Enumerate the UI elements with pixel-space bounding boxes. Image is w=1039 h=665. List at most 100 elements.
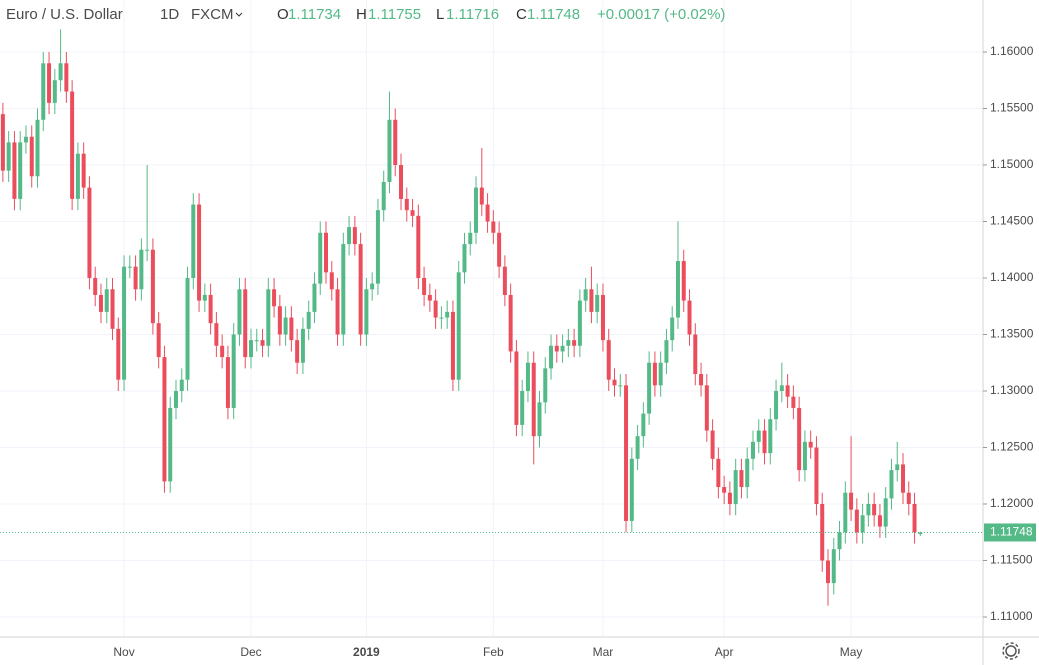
candle-body xyxy=(474,187,479,233)
candle-body xyxy=(277,306,282,335)
candle-body xyxy=(191,204,196,278)
candle-body xyxy=(197,204,202,301)
candle-body xyxy=(901,464,906,493)
candle-body xyxy=(479,187,484,205)
candle-body xyxy=(145,249,150,251)
candle-body xyxy=(393,119,398,165)
candle-body xyxy=(658,362,663,386)
open-label: O xyxy=(277,6,289,23)
candle-body xyxy=(352,227,357,245)
candle-body xyxy=(808,441,813,448)
settings-icon-teeth[interactable] xyxy=(1002,642,1020,660)
candle-body xyxy=(843,492,848,533)
candle-body xyxy=(831,549,836,584)
candle-body xyxy=(185,277,190,380)
candle-body xyxy=(387,119,392,182)
last-price-tag xyxy=(984,523,1036,542)
candle-body xyxy=(266,289,271,346)
candle-body xyxy=(699,374,704,386)
candle-body xyxy=(774,390,779,420)
candle-body xyxy=(404,198,409,211)
candle-body xyxy=(502,266,507,295)
candle-body xyxy=(29,136,34,177)
candle-body xyxy=(260,340,265,346)
candle-body xyxy=(883,498,888,527)
dropdown-icon[interactable] xyxy=(235,12,243,17)
candle-body xyxy=(866,503,871,516)
candle-body xyxy=(358,244,363,335)
y-tick-label: 1.12000 xyxy=(990,496,1034,510)
candle-body xyxy=(681,261,686,301)
candle-body xyxy=(675,261,680,318)
candle-body xyxy=(531,362,536,437)
y-tick-label: 1.15000 xyxy=(990,157,1034,171)
candle-body xyxy=(762,430,767,454)
candle-body xyxy=(300,328,305,363)
y-tick-label: 1.15500 xyxy=(990,101,1034,115)
candle-body xyxy=(583,289,588,301)
candle-body xyxy=(381,181,386,211)
candle-body xyxy=(202,294,207,301)
y-tick-label: 1.16000 xyxy=(990,44,1034,58)
candle-body xyxy=(23,136,28,143)
candle-body xyxy=(237,289,242,335)
candle-body xyxy=(802,441,807,471)
candle-body xyxy=(87,187,92,278)
candle-body xyxy=(47,63,52,103)
candle-body xyxy=(375,210,380,284)
open-value: 1.11734 xyxy=(288,6,341,23)
candle-body xyxy=(231,334,236,408)
candle-body xyxy=(450,311,455,380)
candle-body xyxy=(93,277,98,295)
settings-button[interactable] xyxy=(1002,642,1020,660)
candle-body xyxy=(572,340,577,346)
candle-body xyxy=(289,317,294,341)
candle-body xyxy=(399,164,404,199)
settings-icon[interactable] xyxy=(1005,645,1017,657)
candle-body xyxy=(110,289,115,329)
x-tick-label: Apr xyxy=(715,645,734,659)
candle-body xyxy=(104,289,109,312)
candle-body xyxy=(652,362,657,386)
candle-body xyxy=(370,283,375,290)
low-label: L xyxy=(436,6,444,23)
candle-body xyxy=(497,232,502,267)
candle-body xyxy=(918,532,923,535)
candle-body xyxy=(560,345,565,352)
x-tick-label: Mar xyxy=(593,645,614,659)
candle-body xyxy=(306,311,311,329)
candle-body xyxy=(12,142,17,199)
candle-body xyxy=(254,340,259,342)
x-tick-label: Nov xyxy=(113,645,134,659)
candle-body xyxy=(577,300,582,346)
candle-body xyxy=(825,560,830,584)
close-label: C xyxy=(516,6,527,23)
candle-body xyxy=(272,289,277,307)
candle-body xyxy=(462,244,467,273)
candle-body xyxy=(70,91,75,199)
candle-body xyxy=(433,300,438,318)
candle-body xyxy=(491,221,496,233)
candle-body xyxy=(329,272,334,290)
candle-body xyxy=(768,419,773,454)
x-tick-label: Feb xyxy=(483,645,504,659)
candle-body xyxy=(364,289,369,335)
y-tick-label: 1.11500 xyxy=(990,553,1033,567)
candle-body xyxy=(756,430,761,442)
candle-body xyxy=(624,385,629,521)
candle-body xyxy=(485,204,490,222)
candle-body xyxy=(889,470,894,499)
candle-body xyxy=(508,294,513,352)
candle-body xyxy=(156,323,161,358)
candle-body xyxy=(127,266,132,268)
candle-body xyxy=(179,379,184,391)
candle-body xyxy=(745,458,750,488)
candle-body xyxy=(64,63,69,92)
candle-body xyxy=(525,362,530,391)
candle-body xyxy=(710,430,715,459)
low-value: 1.11716 xyxy=(446,6,499,23)
candle-body xyxy=(618,385,623,387)
interval: 1D xyxy=(160,6,179,23)
candle-body xyxy=(612,379,617,386)
